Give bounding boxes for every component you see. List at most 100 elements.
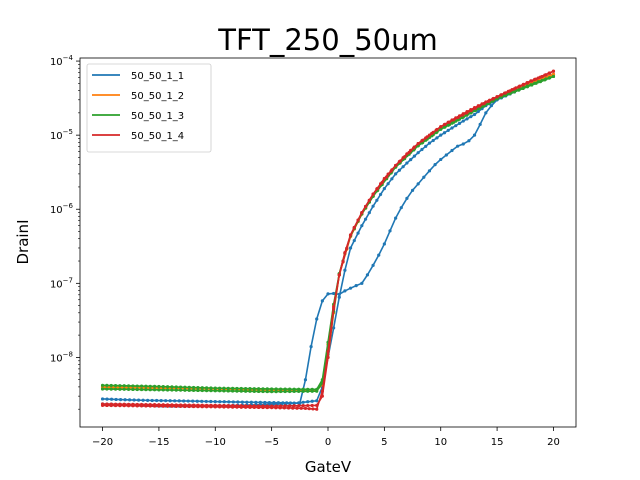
data-point [270, 387, 274, 391]
data-point [239, 404, 243, 408]
data-point [476, 109, 480, 114]
data-point [467, 139, 471, 143]
y-tick-label: 10−7 [50, 276, 73, 290]
data-point [144, 388, 148, 392]
data-point [177, 399, 181, 403]
data-point [139, 384, 144, 388]
data-point [521, 83, 525, 87]
data-point [157, 403, 161, 407]
data-point [165, 403, 170, 407]
data-point [235, 404, 239, 408]
data-point [431, 138, 435, 143]
legend-label: 50_50_1_1 [131, 71, 184, 82]
data-point [118, 398, 123, 402]
data-point [457, 121, 462, 125]
data-point [170, 388, 174, 392]
data-point [473, 108, 478, 113]
data-point [543, 73, 547, 77]
data-point [161, 388, 165, 392]
data-point [288, 404, 292, 408]
data-point [170, 403, 174, 407]
data-point [345, 246, 349, 250]
data-point [274, 404, 278, 408]
data-point [209, 399, 213, 404]
y-tick-label: 10−8 [50, 350, 73, 364]
data-point [504, 91, 508, 95]
data-point [443, 122, 447, 127]
data-point [315, 403, 319, 408]
data-point [320, 299, 324, 303]
data-point [261, 387, 265, 391]
data-point [187, 388, 191, 392]
data-point [311, 407, 315, 411]
data-point [109, 387, 113, 391]
data-point [291, 406, 295, 410]
data-point [337, 295, 341, 299]
data-point [265, 389, 269, 394]
data-point [118, 387, 122, 391]
data-point [303, 378, 308, 382]
legend-label: 50_50_1_3 [131, 111, 184, 122]
data-point [178, 385, 183, 389]
chart-title: TFT_250_50um [217, 23, 437, 57]
data-point [183, 388, 187, 392]
data-point [326, 292, 330, 296]
data-point [356, 231, 360, 235]
data-point [114, 397, 118, 402]
data-point [456, 115, 460, 120]
data-point [191, 388, 196, 392]
data-point [297, 401, 301, 405]
data-point [126, 384, 131, 388]
data-point [152, 388, 157, 392]
data-point [159, 399, 163, 403]
data-point [405, 161, 409, 165]
data-point [435, 136, 439, 140]
data-point [530, 79, 534, 83]
data-point [226, 389, 230, 393]
y-axis: 10−8 10−7 10−6 10−5 10−4 [50, 54, 80, 410]
data-point [235, 389, 239, 393]
x-tick-label: 0 [325, 437, 331, 448]
data-point [100, 402, 105, 406]
data-point [444, 153, 448, 157]
data-point [306, 400, 310, 404]
data-point [301, 404, 305, 408]
data-point [427, 169, 432, 173]
data-point [135, 387, 139, 392]
data-point [484, 111, 488, 115]
y-tick-label: 10−5 [50, 128, 73, 142]
data-point [303, 406, 308, 410]
data-point [301, 400, 305, 404]
data-point [538, 75, 543, 79]
data-point [307, 407, 311, 411]
data-point [213, 386, 217, 390]
data-point [472, 112, 477, 117]
data-point [461, 142, 465, 146]
data-point [270, 404, 274, 408]
legend: 50_50_1_1 50_50_1_2 50_50_1_3 50_50_1_4 [86, 63, 212, 153]
data-point [128, 398, 132, 402]
data-point [310, 399, 314, 403]
data-point [245, 400, 249, 404]
data-point [218, 400, 222, 404]
data-point [469, 111, 473, 115]
x-axis: −20 −15 −10 −5 0 5 10 15 20 [92, 427, 560, 448]
data-point [222, 400, 226, 404]
data-point [235, 386, 239, 391]
series-layer [100, 69, 556, 411]
data-point [297, 404, 301, 408]
data-point [301, 389, 305, 393]
data-point [422, 175, 426, 179]
data-point [165, 388, 170, 392]
x-tick-label: 5 [381, 437, 387, 448]
data-point [551, 74, 556, 79]
data-point [173, 399, 177, 403]
data-point [478, 104, 482, 108]
data-point [244, 404, 248, 408]
data-point [187, 385, 191, 389]
data-point [174, 388, 178, 392]
data-point [547, 76, 551, 80]
data-point [499, 93, 504, 97]
data-point [363, 217, 368, 221]
